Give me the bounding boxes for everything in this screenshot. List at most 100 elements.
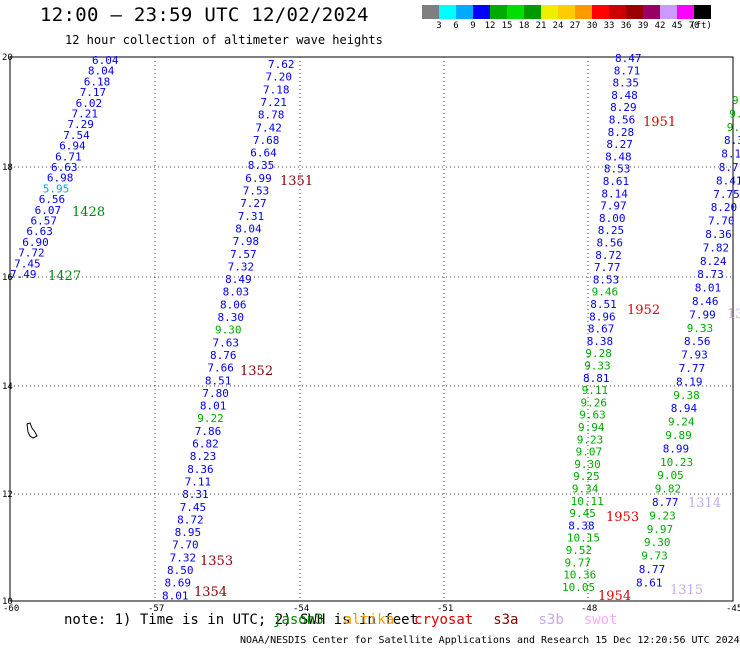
wave-height-value: 8.53 (604, 163, 631, 176)
wave-height-value: 7.11 (185, 475, 212, 488)
wave-height-value: 7.77 (594, 261, 621, 274)
wave-height-value: 8.53 (593, 273, 620, 286)
longitude-label: -51 (437, 604, 453, 614)
legend-swatch (694, 5, 711, 19)
pass-label: 1953 (606, 510, 639, 525)
wave-height-value: 7.99 (689, 308, 716, 321)
legend-swatch (575, 5, 592, 19)
wave-height-value: 7.80 (202, 387, 229, 400)
legend-label: 27 (569, 21, 581, 31)
wave-height-value: 9.52 (566, 544, 593, 557)
wave-height-value: 8.19 (676, 375, 703, 388)
wave-height-value: 8.56 (597, 237, 624, 250)
color-legend-bar (422, 5, 711, 19)
wave-height-value: 8.95 (175, 526, 202, 539)
wave-height-value: 8.06 (220, 298, 247, 311)
pass-label: 1952 (627, 303, 660, 318)
satellite-legend-item: swot (583, 612, 618, 628)
wave-height-value: 9.11 (582, 384, 609, 397)
track-c: 8.478.718.358.488.298.568.288.278.488.53… (562, 52, 642, 594)
wave-height-value: 9.33 (687, 322, 714, 335)
wave-height-value: 8.78 (258, 109, 285, 122)
wave-height-value: 6.63 (26, 225, 53, 238)
wave-height-value: 9.63 (579, 409, 606, 422)
wave-height-value: 9.45 (569, 507, 596, 520)
legend-label: 9 (470, 21, 476, 31)
wave-height-value: 8.04 (235, 223, 262, 236)
wave-height-value: 8.49 (225, 273, 252, 286)
wave-height-value: 7.20 (266, 71, 293, 84)
wave-height-value: 7.97 (600, 200, 627, 213)
legend-swatch (456, 5, 473, 19)
wave-height-value: 7.18 (263, 83, 290, 96)
legend-label: 3 (436, 21, 442, 31)
wave-height-value: 7.70 (172, 539, 199, 552)
wave-height-value: 9.46 (592, 286, 619, 299)
wave-height-value: 6.82 (192, 438, 219, 451)
longitude-label: -45 (726, 604, 740, 614)
legend-swatch (439, 5, 456, 19)
wave-height-value: 8.56 (609, 114, 636, 127)
legend-swatch (677, 5, 694, 19)
wave-height-value: 7.93 (681, 349, 708, 362)
wave-height-value: 5.95 (43, 182, 70, 195)
wave-height-value: 7.17 (80, 86, 107, 99)
wave-height-value: 7.77 (679, 362, 706, 375)
wave-height-value: 8.01 (695, 282, 722, 295)
satellite-legend-item: jason3 (273, 612, 324, 628)
pass-label: 1954 (598, 589, 631, 604)
color-legend-labels: 3 6 9 12 15 18 21 24 27 30 33 36 39 42 45 70 (ft) (422, 21, 740, 33)
wave-height-value: 9.26 (581, 396, 608, 409)
wave-height-value: 9.77 (565, 556, 592, 569)
legend-label: 15 (501, 21, 513, 31)
wave-height-value: 7.57 (230, 248, 257, 261)
longitude-label: -57 (148, 604, 164, 614)
wave-height-value: 8.04 (88, 65, 115, 78)
legend-label: 18 (518, 21, 530, 31)
latitude-label: 20 (2, 53, 13, 63)
wave-height-value: 10.15 (567, 532, 600, 545)
wave-height-value: 8.3 (724, 134, 740, 147)
legend-label: 70 (688, 21, 700, 31)
wave-height-value: 7.70 (708, 215, 735, 228)
wave-height-value: 6.02 (76, 97, 103, 110)
wave-height-value: 8.35 (248, 159, 274, 172)
wave-height-value: 9.97 (647, 523, 674, 536)
wave-height-value: 6.57 (31, 215, 58, 228)
pass-labels: 1428 1427 1351 1352 1353 1354 1951 1952 1953 1954… (48, 115, 740, 604)
wave-height-value: 8.00 (599, 212, 626, 225)
wave-height-value: 7.75 (713, 188, 740, 201)
legend-swatch (507, 5, 524, 19)
pass-label: 1353 (200, 554, 233, 569)
wave-height-value: 10.36 (563, 569, 596, 582)
wave-height-value: 9.24 (668, 416, 695, 429)
wave-height-value: 8.69 (165, 577, 192, 590)
wave-height-value: 9.89 (665, 429, 692, 442)
wave-height-value: 9.34 (572, 483, 599, 496)
latitude-labels: 20 18 16 14 12 10 (2, 53, 13, 607)
pass-label: 1951 (643, 115, 676, 130)
wave-height-value: 9.82 (655, 483, 682, 496)
wave-height-value: 8.77 (639, 563, 666, 576)
wave-height-value: 7.53 (243, 185, 269, 198)
longitude-labels: -60 -57 -54 -51 -48 -45 (3, 604, 740, 614)
legend-label: 42 (654, 21, 666, 31)
latitude-label: 12 (2, 490, 13, 500)
wave-height-value: 7.68 (253, 134, 280, 147)
wave-height-value: 8.28 (608, 126, 635, 139)
wave-height-value: 7.82 (703, 241, 730, 254)
latitude-label: 10 (2, 597, 13, 607)
pass-label: 1315 (670, 583, 703, 598)
wave-height-value: 8.61 (636, 576, 663, 589)
wave-height-value: 8.96 (589, 310, 616, 323)
satellite-legend-item: s3b (538, 612, 564, 628)
track-a: 6.048.046.187.176.027.217.297.546.946.71… (10, 54, 119, 281)
pass-label: 13 (727, 307, 740, 322)
wave-height-value: 8.20 (711, 201, 738, 214)
wave-height-value: 6.63 (51, 161, 78, 174)
wave-height-value: 8.01 (200, 400, 227, 413)
satellite-legend-item: s3a (493, 612, 519, 628)
wave-height-value: 8.56 (684, 335, 711, 348)
legend-swatch (541, 5, 558, 19)
